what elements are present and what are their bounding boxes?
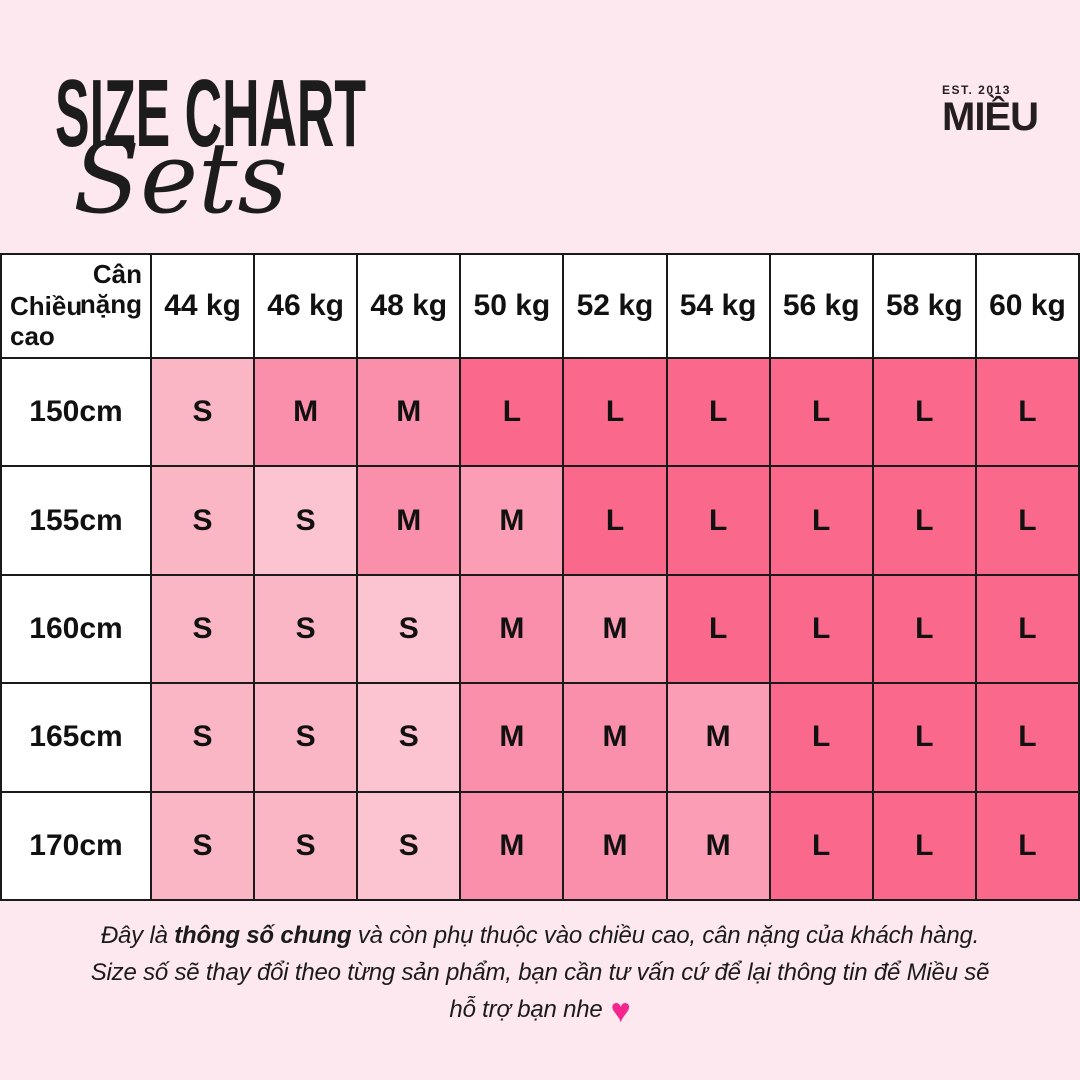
size-cell: M <box>562 682 668 793</box>
size-cell: M <box>665 682 771 793</box>
size-cell: S <box>149 465 256 576</box>
size-cell: L <box>871 790 977 902</box>
size-cell: M <box>562 573 668 685</box>
height-axis-label: Chiều cao <box>10 291 83 352</box>
corner-cell: Cân nặng Chiều cao <box>0 253 152 359</box>
table-body: 150cm S M M L L L L L L 155cm S S M M L L L L L 160cm S S S M M L L… <box>0 356 1080 902</box>
size-cell: M <box>562 790 668 902</box>
height-label-cell: 155cm <box>0 465 152 576</box>
size-cell: S <box>356 573 462 685</box>
size-cell: M <box>356 465 462 576</box>
size-cell: M <box>459 573 565 685</box>
size-cell: L <box>768 356 874 468</box>
size-cell: L <box>768 790 874 902</box>
size-cell: L <box>768 682 874 793</box>
weight-header-row: Cân nặng Chiều cao 44 kg 46 kg 48 kg 50 kg 52 … <box>0 253 1080 359</box>
size-cell: S <box>253 682 359 793</box>
weight-header-cell: 58 kg <box>871 253 977 359</box>
size-cell: L <box>871 682 977 793</box>
size-cell: L <box>974 790 1080 902</box>
size-cell: L <box>562 356 668 468</box>
footer-line-2: Size số sẽ thay đổi theo từng sản phẩm, … <box>90 959 990 987</box>
weight-header-cell: 50 kg <box>459 253 565 359</box>
weight-header-cell: 54 kg <box>665 253 771 359</box>
size-cell: M <box>253 356 359 468</box>
footer-text: Đây là <box>100 922 175 949</box>
size-cell: L <box>974 682 1080 793</box>
size-cell: S <box>149 573 256 685</box>
table-header: Cân nặng Chiều cao 44 kg 46 kg 48 kg 50 kg 52 … <box>0 253 1080 359</box>
size-cell: L <box>974 573 1080 685</box>
table-row: 150cm S M M L L L L L L <box>0 356 1080 468</box>
size-chart-table: Cân nặng Chiều cao 44 kg 46 kg 48 kg 50 kg 52 … <box>0 253 1080 902</box>
logo-brand-name: MIỀU <box>942 95 1039 139</box>
size-cell: M <box>459 465 565 576</box>
size-cell: L <box>768 573 874 685</box>
footer-note: Đây là thông số chung và còn phụ thuộc v… <box>0 917 1080 1029</box>
size-cell: L <box>665 465 771 576</box>
table-row: 160cm S S S M M L L L L <box>0 573 1080 685</box>
size-cell: S <box>356 790 462 902</box>
size-cell: S <box>356 682 462 793</box>
size-cell: S <box>253 465 359 576</box>
heart-icon: ♥ <box>610 992 631 1031</box>
weight-header-cell: 44 kg <box>149 253 256 359</box>
page-subtitle: Sets <box>73 122 288 236</box>
weight-header-cell: 48 kg <box>356 253 462 359</box>
table-row: 170cm S S S M M M L L L <box>0 790 1080 902</box>
table-row: 155cm S S M M L L L L L <box>0 465 1080 576</box>
size-cell: S <box>149 682 256 793</box>
height-label-cell: 170cm <box>0 790 152 902</box>
size-cell: L <box>768 465 874 576</box>
size-cell: L <box>974 356 1080 468</box>
size-cell: M <box>459 790 565 902</box>
weight-header-cell: 52 kg <box>562 253 668 359</box>
weight-header-cell: 46 kg <box>253 253 359 359</box>
logo-established-text: EST. 2013 <box>942 83 1011 97</box>
footer-text: và còn phụ thuộc vào chiều cao, cân nặng… <box>351 922 980 949</box>
size-cell: L <box>871 356 977 468</box>
weight-header-cell: 60 kg <box>974 253 1080 359</box>
size-cell: S <box>149 356 256 468</box>
size-cell: L <box>562 465 668 576</box>
footer-line-1: Đây là thông số chung và còn phụ thuộc v… <box>0 917 1080 954</box>
size-cell: S <box>149 790 256 902</box>
size-cell: L <box>665 356 771 468</box>
page-title: SIZE CHART <box>55 60 367 167</box>
table-row: 165cm S S S M M M L L L <box>0 682 1080 793</box>
height-label-cell: 160cm <box>0 573 152 685</box>
size-cell: M <box>356 356 462 468</box>
size-cell: M <box>459 682 565 793</box>
size-cell: L <box>871 465 977 576</box>
size-cell: L <box>665 573 771 685</box>
footer-line-3: hỗ trợ bạn nhe ♥ <box>0 991 1080 1028</box>
size-cell: L <box>974 465 1080 576</box>
page-title-group: SIZE CHART Sets <box>55 60 631 236</box>
height-label-cell: 150cm <box>0 356 152 468</box>
footer-text: hỗ trợ bạn nhe <box>449 996 603 1024</box>
size-cell: S <box>253 573 359 685</box>
weight-axis-label: Cân nặng <box>79 259 142 319</box>
footer-bold-text: thông số chung <box>174 922 352 949</box>
weight-header-cell: 56 kg <box>768 253 874 359</box>
brand-logo: EST. 2013 MIỀU <box>942 83 1039 139</box>
height-label-cell: 165cm <box>0 682 152 793</box>
size-cell: L <box>459 356 565 468</box>
size-cell: S <box>253 790 359 902</box>
size-cell: M <box>665 790 771 902</box>
size-cell: L <box>871 573 977 685</box>
